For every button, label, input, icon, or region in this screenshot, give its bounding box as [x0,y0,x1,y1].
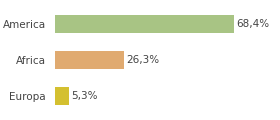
Bar [55,51,124,69]
Text: 26,3%: 26,3% [126,55,159,65]
Text: 68,4%: 68,4% [236,19,269,29]
Bar [55,87,69,105]
Text: 5,3%: 5,3% [71,91,97,101]
Bar [55,15,234,33]
